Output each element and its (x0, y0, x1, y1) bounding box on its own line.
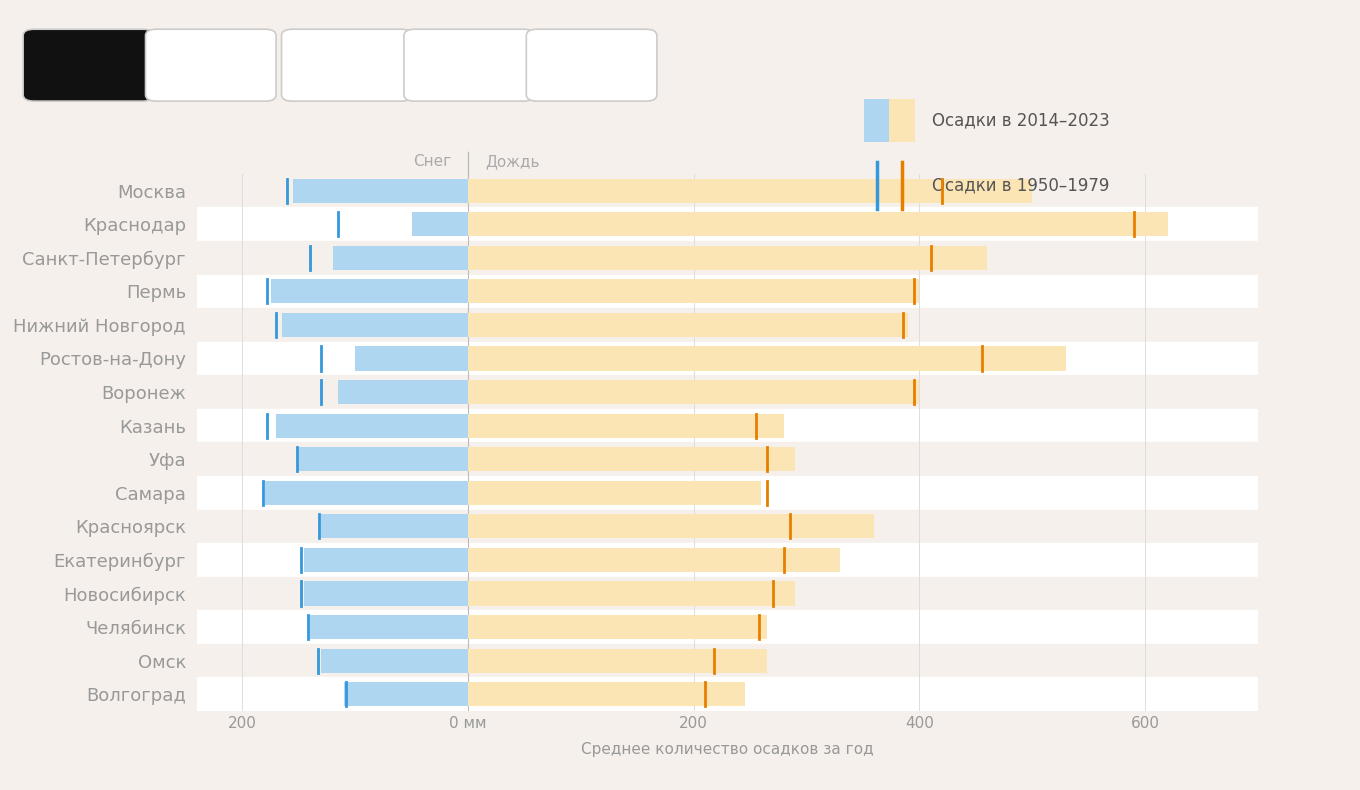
Text: Лето: Лето (445, 55, 494, 75)
Text: Зима: Зима (185, 55, 237, 75)
Bar (271, 279, 468, 303)
Bar (468, 279, 919, 303)
Bar (344, 682, 468, 706)
Bar (468, 447, 796, 472)
Bar (468, 514, 874, 539)
Bar (197, 610, 1258, 644)
Bar (299, 447, 468, 472)
Text: Осадки в 2014–2023: Осадки в 2014–2023 (932, 111, 1110, 130)
Bar (276, 413, 468, 438)
Bar (468, 615, 767, 639)
Bar (294, 179, 468, 203)
Bar (468, 380, 919, 404)
Bar (305, 547, 468, 572)
Text: Весна: Весна (317, 55, 377, 75)
Bar (197, 544, 1258, 577)
Bar (265, 480, 468, 505)
Text: Снег: Снег (413, 154, 452, 169)
Bar (197, 476, 1258, 510)
Bar (197, 644, 1258, 678)
Bar (468, 413, 783, 438)
Bar (197, 510, 1258, 544)
Bar (305, 581, 468, 606)
Bar (333, 246, 468, 270)
Text: Осень: Осень (560, 55, 623, 75)
Bar (197, 409, 1258, 442)
Bar (197, 308, 1258, 341)
Bar (468, 480, 762, 505)
Bar (339, 380, 468, 404)
Bar (197, 375, 1258, 408)
Bar (412, 212, 468, 236)
Bar (310, 615, 468, 639)
Bar (197, 207, 1258, 241)
Bar (468, 246, 987, 270)
Text: Год: Год (69, 55, 107, 75)
Bar (197, 577, 1258, 610)
Bar (468, 212, 1168, 236)
Text: Дождь: Дождь (486, 154, 540, 169)
Bar (468, 581, 796, 606)
Bar (197, 274, 1258, 308)
Bar (321, 649, 468, 673)
Bar (468, 313, 908, 337)
Bar (355, 346, 468, 371)
Bar (468, 547, 840, 572)
Bar (197, 341, 1258, 375)
Bar (468, 682, 744, 706)
Bar (197, 174, 1258, 207)
Bar (468, 649, 767, 673)
Bar (321, 514, 468, 539)
Bar (197, 677, 1258, 711)
X-axis label: Среднее количество осадков за год: Среднее количество осадков за год (581, 742, 874, 757)
Bar (468, 346, 1066, 371)
Text: Осадки в 1950–1979: Осадки в 1950–1979 (932, 177, 1108, 194)
Bar (197, 442, 1258, 476)
Bar (197, 241, 1258, 274)
Bar (282, 313, 468, 337)
Bar (468, 179, 1032, 203)
